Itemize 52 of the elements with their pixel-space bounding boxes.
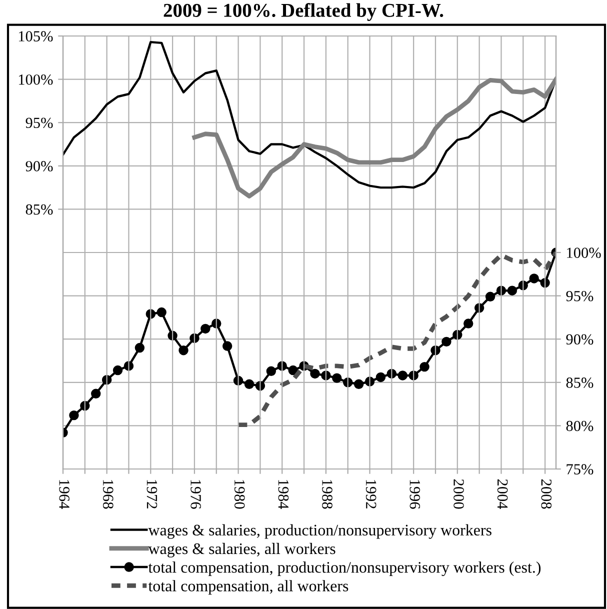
- x-tick-label: 1976: [190, 480, 201, 509]
- x-tick-label: 1996: [410, 480, 420, 509]
- y-tick-label: 105%: [18, 31, 53, 42]
- chart-title: 2009 = 100%. Deflated by CPI-W.: [164, 3, 444, 21]
- x-tick-label: 1968: [103, 480, 114, 509]
- point: [529, 274, 539, 284]
- line-series: [192, 77, 556, 198]
- legend-label: total compensation, all workers: [148, 580, 348, 595]
- point: [178, 345, 188, 356]
- x-tick-label: 2008: [541, 479, 552, 509]
- point: [507, 286, 518, 296]
- point: [420, 362, 430, 372]
- y2-tick-label: 100%: [567, 248, 601, 258]
- x-tick-label: 1980: [234, 480, 245, 509]
- point: [200, 324, 210, 334]
- point: [398, 370, 408, 380]
- point: [91, 388, 101, 399]
- x-tick-label: 2004: [497, 479, 508, 510]
- x-tick-label: 2000: [454, 479, 464, 509]
- x-tick-label: 1992: [366, 480, 376, 508]
- point: [288, 365, 298, 376]
- y-tick-label: 90%: [26, 161, 53, 172]
- point: [244, 379, 254, 389]
- y2-tick-label: 90%: [566, 334, 594, 345]
- point: [134, 342, 145, 353]
- point: [442, 336, 452, 347]
- y-tick-label: 100%: [18, 74, 53, 85]
- point: [112, 365, 123, 376]
- y2-tick-label: 75%: [566, 464, 594, 474]
- y-tick-label: 95%: [26, 118, 53, 128]
- legend-label: wages & salaries, production/nonsupervisory workers: [148, 524, 492, 539]
- x-tick-label: 1988: [322, 480, 332, 509]
- x-tick-label: 1972: [146, 480, 158, 508]
- point: [376, 372, 386, 382]
- point: [156, 307, 166, 318]
- y2-tick-label: 80%: [566, 420, 594, 432]
- point: [222, 341, 232, 351]
- x-tick-label: 1984: [278, 480, 289, 510]
- legend-label: wages & salaries, all workers: [148, 542, 336, 558]
- point: [266, 366, 276, 376]
- point: [485, 292, 496, 302]
- point: [310, 368, 320, 379]
- point: [463, 318, 474, 328]
- y2-tick-label: 95%: [566, 290, 594, 302]
- point: [332, 373, 342, 383]
- y-tick-label: 85%: [26, 204, 53, 215]
- legend-label: total compensation, production/nonsupervisory workers (est.): [148, 562, 541, 576]
- point: [69, 410, 79, 420]
- line-series: [63, 40, 556, 189]
- x-tick-label: 1964: [59, 480, 70, 510]
- point: [354, 379, 364, 389]
- y2-tick-label: 85%: [566, 378, 594, 388]
